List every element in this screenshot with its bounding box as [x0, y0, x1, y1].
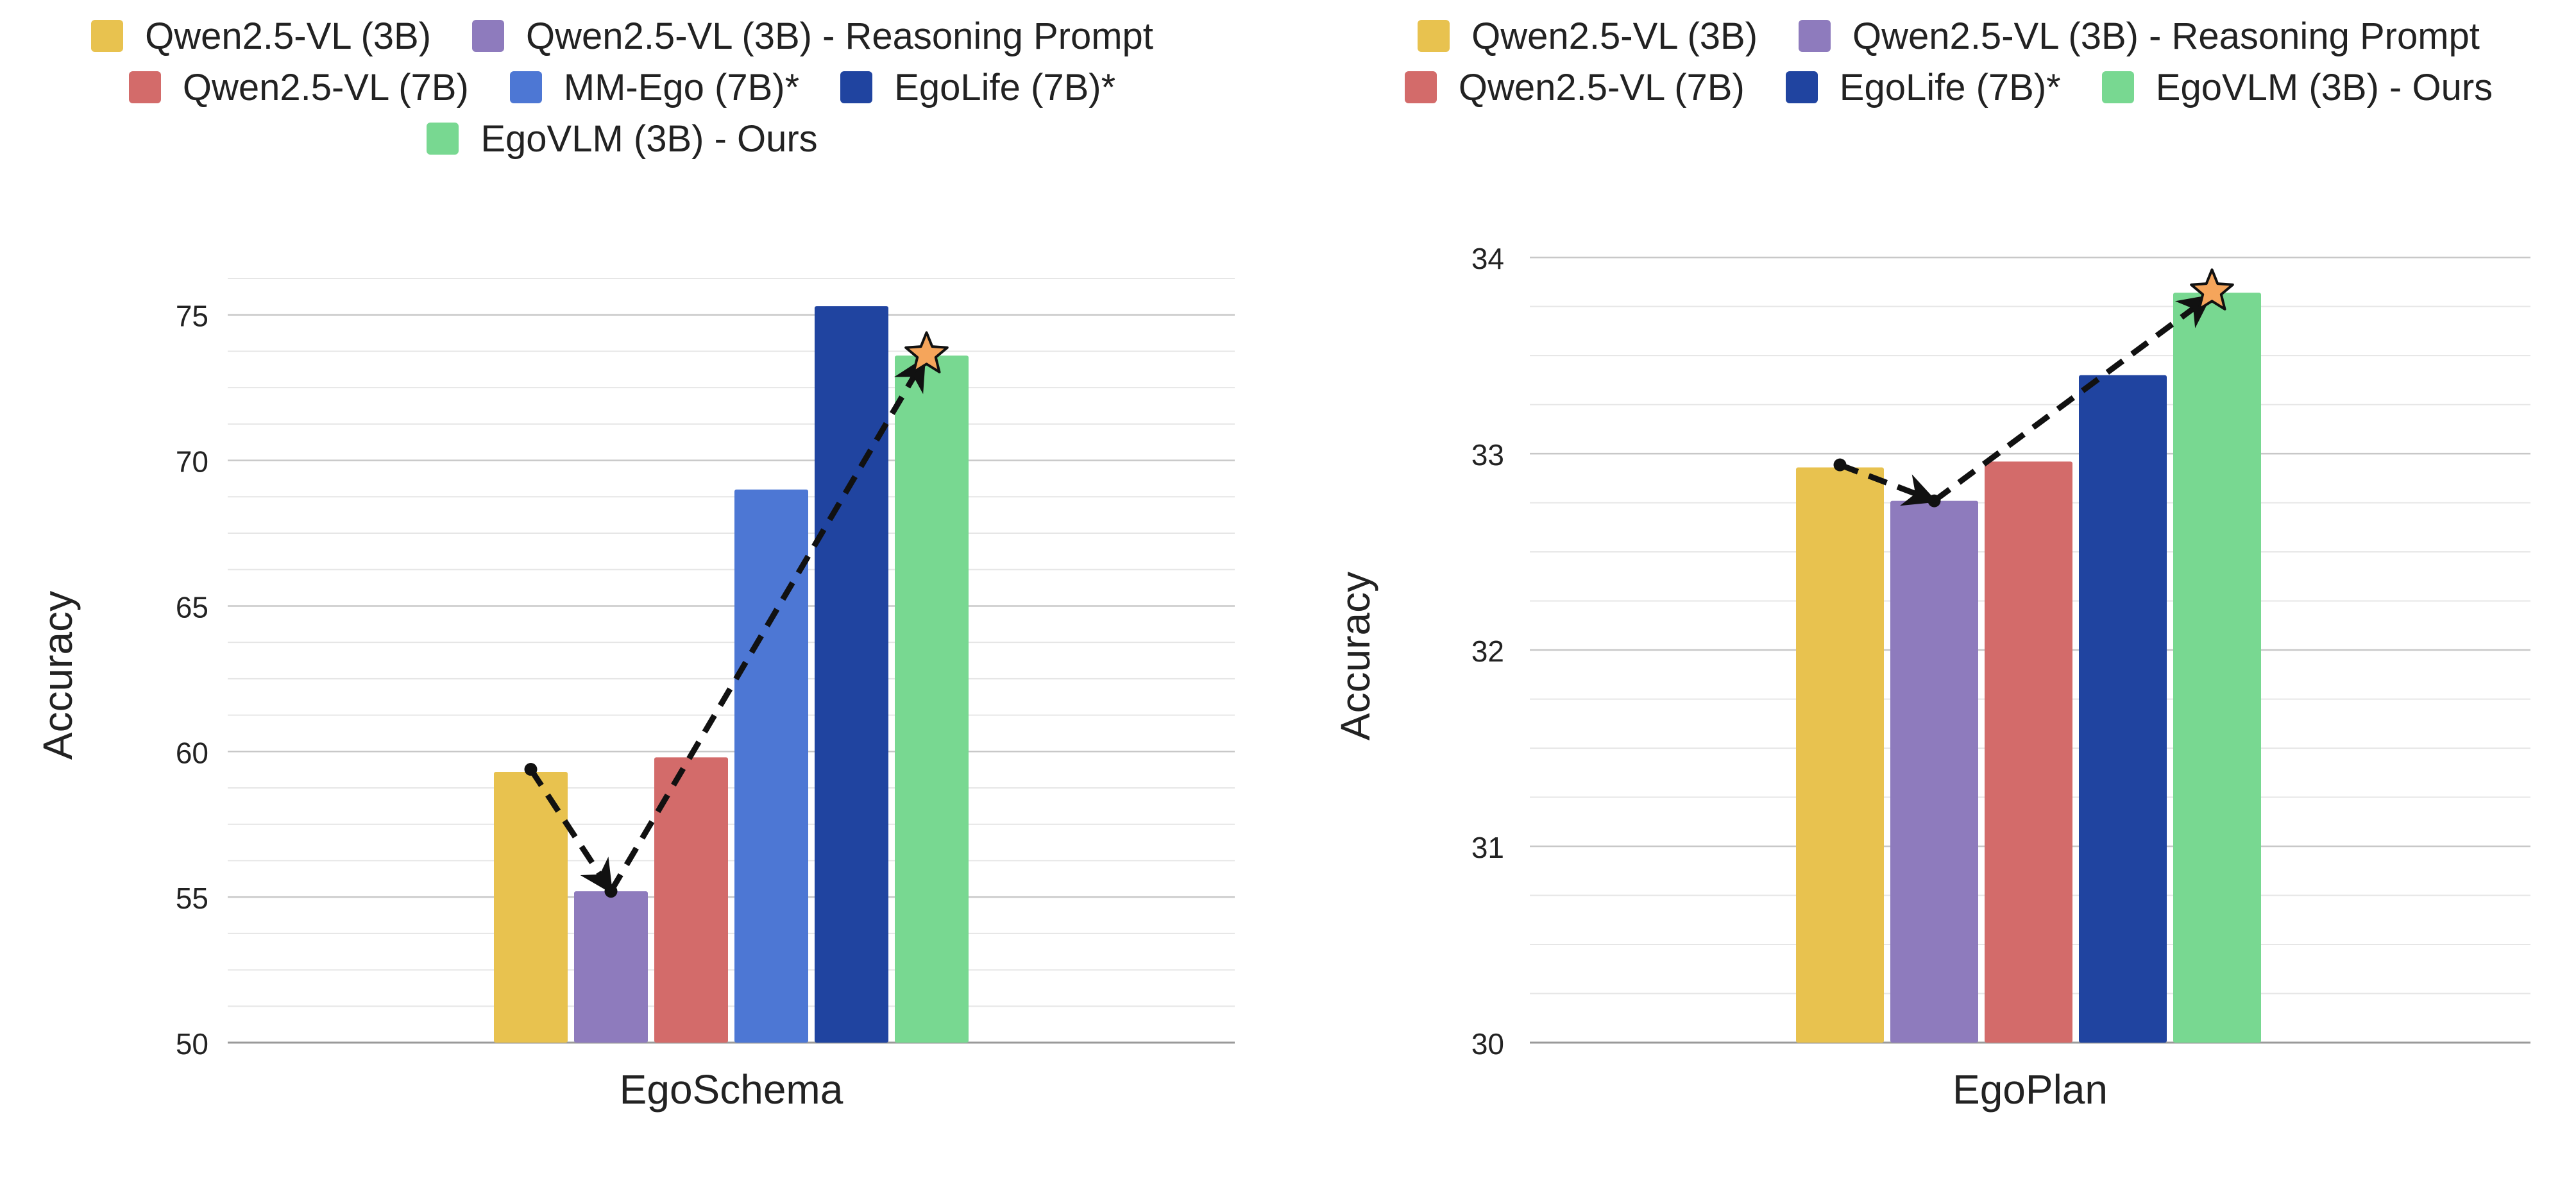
- legend-label: Qwen2.5-VL (3B): [145, 15, 432, 57]
- bar-mm-ego-7b: [734, 489, 808, 1043]
- legend-swatch: [91, 20, 124, 52]
- star-icon: [2190, 268, 2234, 311]
- y-axis-title: Accuracy: [35, 591, 81, 760]
- legend-swatch: [2101, 71, 2134, 103]
- legend-label: EgoVLM (3B) - Ours: [2155, 66, 2493, 108]
- bar-qwen2-5-vl-7b: [1985, 461, 2072, 1043]
- trend-arrow-up: [1932, 294, 2212, 504]
- y-tick-label: 75: [176, 300, 208, 333]
- legend-swatch: [840, 71, 873, 103]
- x-axis-title: EgoSchema: [620, 1066, 843, 1113]
- legend-item-qwen2-5-vl-3b-reasoning-prompt: Qwen2.5-VL (3B) - Reasoning Prompt: [1799, 12, 2480, 60]
- legend-label: Qwen2.5-VL (3B) - Reasoning Prompt: [526, 15, 1153, 57]
- legend-label: Qwen2.5-VL (7B): [182, 66, 469, 108]
- legend-swatch: [128, 71, 161, 103]
- y-tick-label: 31: [1471, 831, 1504, 864]
- bar-egovlm-3b-ours: [895, 355, 969, 1043]
- y-tick-label: 33: [1471, 438, 1504, 472]
- legend-swatch: [1785, 71, 1818, 103]
- y-tick-label: 34: [1471, 242, 1504, 275]
- legend-item-egolife-7b: EgoLife (7B)*: [840, 63, 1115, 112]
- legend-item-qwen2-5-vl-7b: Qwen2.5-VL (7B): [128, 63, 469, 112]
- trend-arrow-down: [528, 767, 614, 894]
- legend-item-mm-ego-7b: MM-Ego (7B)*: [509, 63, 800, 112]
- legend-label: Qwen2.5-VL (7B): [1458, 66, 1745, 108]
- star-icon: [904, 331, 949, 373]
- legend-item-egolife-7b: EgoLife (7B)*: [1785, 63, 2061, 112]
- legend-label: EgoVLM (3B) - Ours: [480, 117, 818, 160]
- bar-egolife-7b: [2079, 375, 2167, 1043]
- legend-label: EgoLife (7B)*: [1839, 66, 2061, 108]
- legend-swatch: [1418, 20, 1450, 52]
- legend-swatch: [472, 20, 505, 52]
- legend-egoplan: Qwen2.5-VL (3B) Qwen2.5-VL (3B) - Reasoni…: [1321, 12, 2576, 112]
- legend-label: Qwen2.5-VL (3B): [1471, 15, 1758, 57]
- bar-qwen2-5-vl-3b-reasoning-prompt: [1890, 500, 1978, 1043]
- legend-label: MM-Ego (7B)*: [563, 66, 800, 108]
- legend-label: EgoLife (7B)*: [894, 66, 1116, 108]
- legend-egoschema: Qwen2.5-VL (3B) Qwen2.5-VL (3B) - Reasoni…: [0, 12, 1244, 163]
- legend-swatch: [1799, 20, 1831, 52]
- y-tick-label: 60: [176, 736, 208, 769]
- bar-qwen2-5-vl-3b: [494, 772, 568, 1043]
- legend-item-qwen2-5-vl-7b: Qwen2.5-VL (7B): [1404, 63, 1745, 112]
- y-tick-label: 55: [176, 882, 208, 915]
- legend-label: Qwen2.5-VL (3B) - Reasoning Prompt: [1852, 15, 2480, 57]
- legend-item-egovlm-3b-ours: EgoVLM (3B) - Ours: [2101, 63, 2493, 112]
- bar-egovlm-3b-ours: [2173, 293, 2261, 1043]
- legend-swatch: [1404, 71, 1437, 103]
- bar-egolife-7b: [815, 306, 888, 1043]
- x-axis-title: EgoPlan: [1953, 1066, 2108, 1113]
- y-axis-title: Accuracy: [1332, 572, 1378, 740]
- legend-item-egovlm-3b-ours: EgoVLM (3B) - Ours: [427, 114, 818, 163]
- y-tick-label: 32: [1471, 635, 1504, 668]
- y-tick-label: 70: [176, 445, 208, 479]
- y-tick-label: 30: [1471, 1027, 1504, 1061]
- legend-item-qwen2-5-vl-3b: Qwen2.5-VL (3B): [91, 12, 431, 60]
- trend-arrow-down: [1838, 462, 1938, 506]
- y-tick-label: 65: [176, 590, 208, 624]
- y-tick-label: 50: [176, 1027, 208, 1061]
- bar-qwen2-5-vl-3b: [1796, 467, 1884, 1043]
- legend-item-qwen2-5-vl-3b: Qwen2.5-VL (3B): [1418, 12, 1758, 60]
- legend-swatch: [509, 71, 542, 103]
- legend-item-qwen2-5-vl-3b-reasoning-prompt: Qwen2.5-VL (3B) - Reasoning Prompt: [472, 12, 1153, 60]
- bar-qwen2-5-vl-7b: [654, 757, 728, 1043]
- legend-swatch: [427, 123, 459, 155]
- trend-arrow-up: [608, 356, 927, 893]
- bar-qwen2-5-vl-3b-reasoning-prompt: [574, 891, 648, 1043]
